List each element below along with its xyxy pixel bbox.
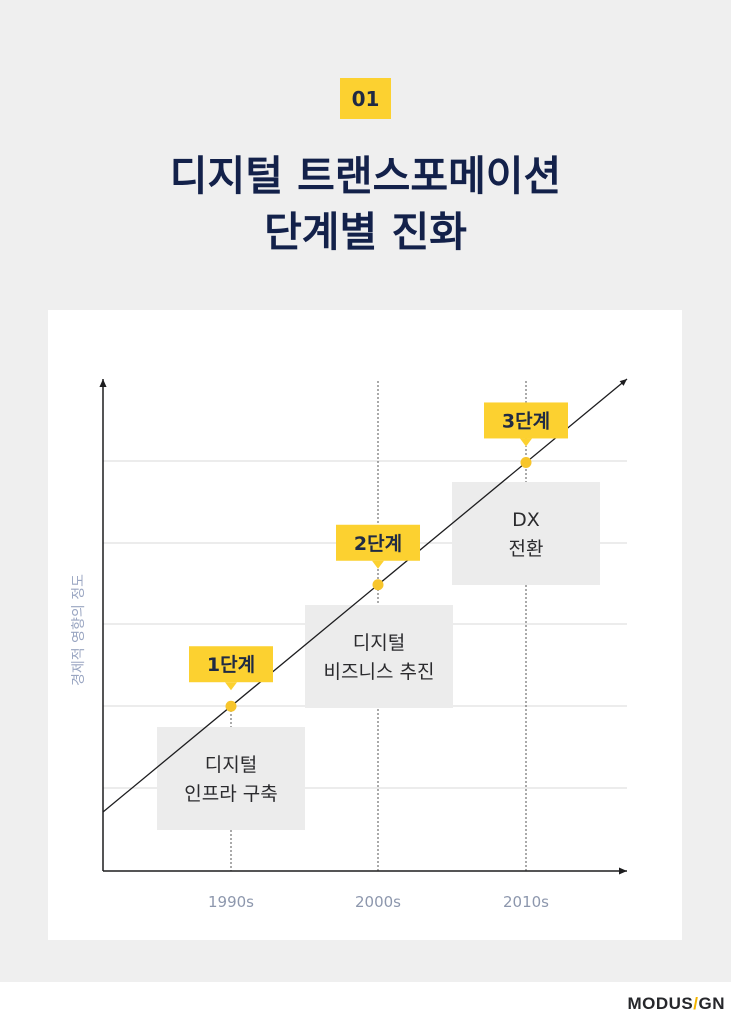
stage-label-line: 비즈니스 추진 <box>324 661 435 683</box>
y-axis-label: 경제적 영향의 정도 <box>71 574 87 686</box>
stage-badge <box>484 402 568 439</box>
modusign-logo: MODUS/GN <box>627 994 725 1013</box>
stage-label-line: 전환 <box>509 538 544 560</box>
stage-box <box>157 727 305 830</box>
page-title-line1: 디지털 트랜스포메이션 <box>169 152 562 200</box>
stage-box <box>452 482 600 585</box>
stage-badge-label: 3단계 <box>502 410 550 432</box>
trend-line <box>102 378 628 813</box>
section-number-badge: 01 <box>340 78 391 119</box>
stage-box <box>305 605 453 708</box>
stage-label-line: DX <box>512 509 540 531</box>
stage-label-line: 디지털 <box>353 632 405 654</box>
stage-badge <box>336 524 420 561</box>
stage-badge-pointer <box>225 682 237 691</box>
stage-badge-pointer <box>372 560 384 569</box>
stage-dot <box>225 700 237 712</box>
stage-dot <box>372 579 384 591</box>
page-title-line2: 단계별 진화 <box>264 208 467 256</box>
stage-label-line: 인프라 구축 <box>184 783 277 805</box>
x-tick-label: 2010s <box>503 893 549 911</box>
stage-badge <box>189 646 273 683</box>
stage-dot <box>520 456 532 468</box>
page-title: 디지털 트랜스포메이션 단계별 진화 <box>0 148 731 260</box>
stage-badge-pointer <box>520 438 532 447</box>
x-tick-label: 2000s <box>355 893 401 911</box>
stage-badge-label: 2단계 <box>354 533 402 555</box>
x-tick-label: 1990s <box>208 893 254 911</box>
stage-label-line: 디지털 <box>205 754 257 776</box>
stage-badge-label: 1단계 <box>207 654 255 676</box>
